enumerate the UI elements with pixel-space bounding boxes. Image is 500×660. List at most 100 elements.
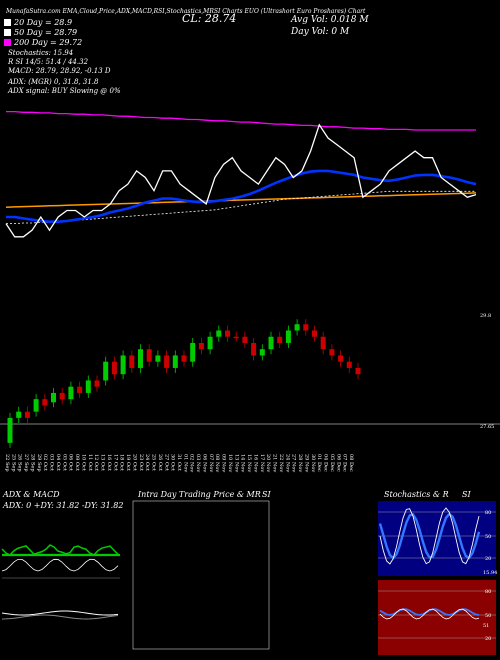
candle-body: [111, 361, 117, 375]
candle-body: [329, 349, 335, 356]
candle-body: [225, 330, 230, 337]
date-tick: 25 Oct: [151, 454, 157, 471]
stoch-si: SI: [462, 490, 471, 499]
candle-body: [94, 380, 100, 387]
candle-body: [294, 324, 300, 331]
macd-line: [1, 610, 119, 616]
date-tick: 13 Oct: [100, 454, 106, 471]
date-tick: 27 Sep: [23, 454, 29, 472]
rsi-readout: R SI 14/5: 51.4 / 44.32: [7, 58, 89, 66]
candle-body: [120, 355, 126, 375]
stoch-title: Stochastics & R: [384, 490, 449, 499]
rsi-white-line: [379, 608, 480, 620]
date-tick: 26 Sep: [17, 454, 23, 472]
date-tick: 28 Nov: [297, 454, 303, 472]
series-20-day: [6, 169, 477, 223]
stoch-tick: 20: [485, 556, 491, 562]
candle-body: [77, 386, 83, 393]
date-tick: 13 Nov: [233, 454, 239, 472]
date-tick: 27 Oct: [163, 454, 169, 471]
candle-body: [303, 324, 309, 331]
legend-swatch-50: [4, 29, 11, 36]
date-tick: 07 Dec: [342, 454, 348, 472]
date-axis: 22 Sep 25 Sep 26 Sep 27 Sep 28 Sep 29 Sep 02 O…: [4, 454, 354, 472]
candle-body: [146, 349, 152, 362]
candle-body: [181, 355, 187, 362]
intraday-si: SI: [262, 490, 271, 499]
candle-body: [42, 399, 48, 406]
date-tick: 02 Oct: [42, 454, 48, 471]
series-50-day: [6, 190, 476, 225]
legend: 20 Day = 28.9 50 Day = 28.79 200 Day = 2…: [4, 18, 82, 47]
candle-body: [338, 355, 344, 362]
candle-body: [155, 355, 161, 362]
date-tick: 05 Oct: [61, 454, 67, 471]
orange-line: [5, 192, 477, 208]
date-tick: 16 Nov: [252, 454, 258, 472]
date-tick: 28 Sep: [29, 454, 35, 472]
date-tick: 02 Nov: [189, 454, 195, 472]
candle-body: [268, 336, 274, 350]
date-tick: 10 Oct: [80, 454, 86, 471]
date-tick: 16 Oct: [106, 454, 112, 471]
date-tick: 22 Sep: [4, 454, 10, 472]
rsi-tick: 80: [485, 589, 491, 595]
candle-body: [190, 342, 196, 362]
candle-body: [138, 349, 143, 368]
legend-swatch-200: [4, 39, 11, 46]
date-tick: 31 Oct: [176, 454, 182, 471]
adx-line: [1, 544, 119, 556]
date-tick: 25 Sep: [10, 454, 16, 472]
date-tick: 11 Oct: [87, 454, 93, 471]
stochastics-readout: Stochastics: 15.94: [8, 49, 73, 57]
date-tick: 09 Nov: [221, 454, 227, 472]
rsi-bg: [378, 580, 496, 655]
date-tick: 21 Nov: [272, 454, 278, 472]
date-tick: 20 Oct: [131, 454, 137, 471]
stoch-tick: 50: [485, 534, 491, 540]
date-tick: 15 Nov: [246, 454, 252, 472]
date-tick: 22 Nov: [278, 454, 284, 472]
close-value: CL: 28.74: [182, 12, 236, 25]
stoch-fast-line: [379, 507, 480, 565]
day-volume: Day Vol: 0 M: [290, 27, 350, 37]
candle-body: [251, 342, 257, 356]
candle-body: [346, 361, 352, 368]
date-tick: 30 Nov: [310, 454, 316, 472]
date-tick: 19 Oct: [125, 454, 131, 471]
candle-body: [7, 417, 13, 443]
date-tick: 01 Nov: [182, 454, 188, 472]
date-tick: 10 Nov: [227, 454, 233, 472]
candle-body: [164, 355, 170, 368]
candle-low-label: 27.65: [480, 424, 494, 430]
candle-body: [312, 330, 317, 337]
candle-body: [103, 361, 109, 381]
date-tick: 23 Oct: [138, 454, 144, 471]
stoch-panel: 80 50 20 80 50 20 15.94 51: [378, 501, 497, 655]
adx-macd-title: ADX & MACD: [2, 490, 60, 499]
avg-volume: Avg Vol: 0.018 M: [290, 15, 369, 25]
date-tick: 09 Oct: [74, 454, 80, 471]
rsi-tick: 50: [485, 613, 491, 619]
date-tick: 06 Dec: [335, 454, 341, 472]
date-tick: 07 Nov: [208, 454, 214, 472]
date-tick: 04 Oct: [55, 454, 61, 471]
candle-body: [216, 330, 222, 337]
date-tick: 27 Nov: [291, 454, 297, 472]
intraday-title: Intra Day Trading Price & MR: [137, 490, 261, 499]
date-tick: 24 Oct: [144, 454, 150, 471]
date-tick: 04 Dec: [323, 454, 329, 472]
date-tick: 26 Oct: [157, 454, 163, 471]
legend-50-day: 50 Day = 28.79: [14, 28, 77, 37]
date-tick: 03 Oct: [49, 454, 55, 471]
ema-panel: [5, 110, 477, 238]
candle-body: [129, 355, 135, 368]
date-tick: 24 Nov: [284, 454, 290, 472]
date-tick: 06 Nov: [201, 454, 207, 472]
adx-white-line: [1, 558, 119, 572]
rsi-last-label: 51: [483, 623, 489, 629]
intraday-box: [132, 500, 270, 650]
stoch-last-label: 15.94: [483, 570, 497, 576]
candle-body: [172, 355, 178, 368]
